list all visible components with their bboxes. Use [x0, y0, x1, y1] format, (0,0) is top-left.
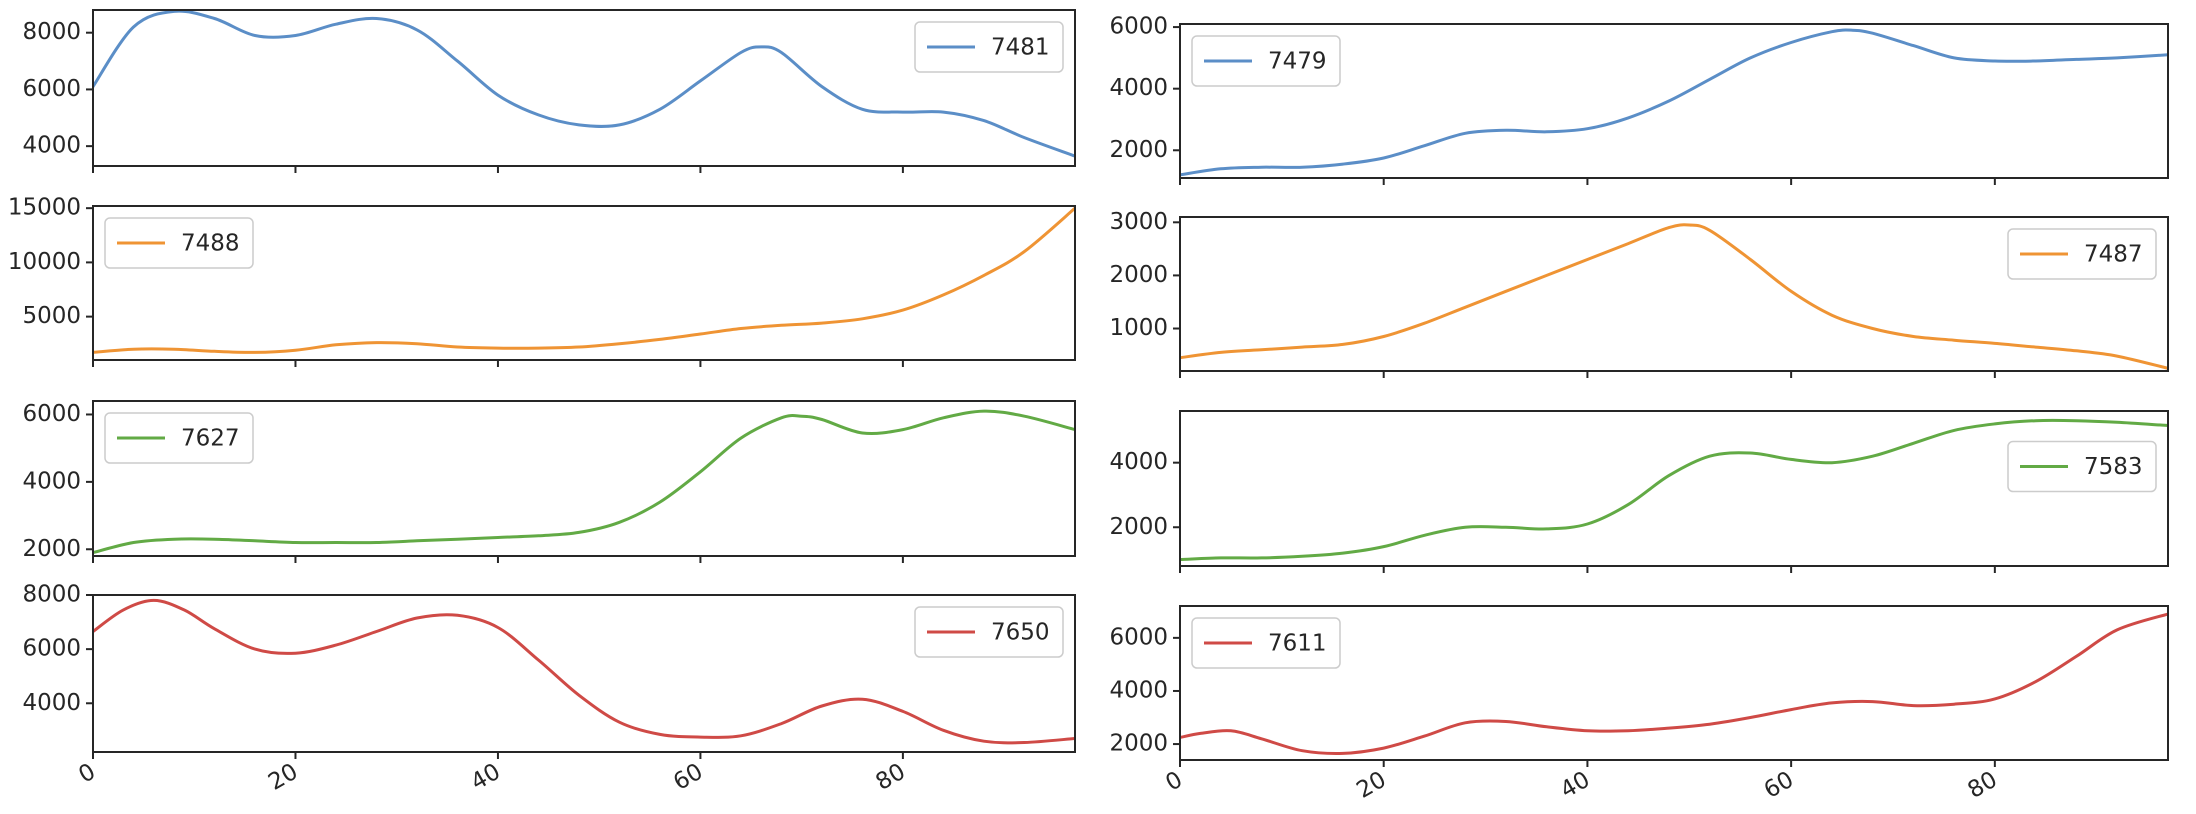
series-line-7488	[93, 206, 1075, 354]
series-line-7479	[1180, 28, 2168, 177]
x-tick-label: 40	[467, 759, 505, 796]
legend-box	[2007, 228, 2157, 280]
legend-box	[2007, 440, 2157, 493]
subplot-7583: 2000 4000 7583	[1109, 410, 2169, 573]
y-tick-label: 2000	[1109, 731, 1168, 757]
legend-label: 7488	[181, 231, 240, 257]
legend-box	[1191, 617, 1341, 669]
legend: 7627	[104, 412, 254, 464]
y-tick-label: 8000	[22, 19, 81, 45]
series-line-7583	[1180, 418, 2168, 561]
x-tick-label: 60	[669, 759, 707, 796]
subplot-7650: 4000 6000 8000 0 20 40 60 80 7650	[22, 582, 1076, 796]
subplot-7479: 2000 4000 6000 7479	[1109, 14, 2169, 185]
y-tick-label: 6000	[1109, 624, 1168, 650]
legend-label: 7583	[2084, 454, 2143, 480]
y-tick-label: 3000	[1109, 209, 1168, 235]
x-tick-label: 20	[1352, 767, 1390, 804]
y-tick-label: 2000	[1109, 137, 1168, 163]
legend-label: 7627	[181, 426, 240, 452]
legend-box	[914, 606, 1064, 658]
legend: 7481	[914, 21, 1064, 73]
y-tick-label: 8000	[22, 582, 81, 608]
axes-frame	[1179, 410, 2169, 567]
subplot-7611: 2000 4000 6000 0 20 40 60 80 7611	[1109, 605, 2169, 804]
x-tick-label: 0	[74, 759, 100, 789]
series-line-7627	[93, 409, 1075, 555]
axes-frame	[92, 594, 1076, 753]
series-line-7481	[93, 10, 1075, 158]
y-tick-label: 4000	[22, 690, 81, 716]
y-tick-label: 2000	[1109, 262, 1168, 288]
axes-frame	[1179, 23, 2169, 179]
y-tick-label: 4000	[1109, 677, 1168, 703]
axes-frame	[92, 400, 1076, 557]
y-tick-label: 4000	[22, 133, 81, 159]
axes-frame	[1179, 216, 2169, 372]
y-tick-label: 4000	[1109, 75, 1168, 101]
legend-label: 7611	[1268, 631, 1327, 657]
subplot-7488: 5000 10000 15000 7488	[8, 195, 1076, 367]
y-tick-label: 2000	[22, 536, 81, 562]
legend-box	[1191, 35, 1341, 87]
axes-frame	[92, 205, 1076, 361]
x-tick-label: 40	[1556, 767, 1594, 804]
y-tick-label: 4000	[1109, 449, 1168, 475]
legend: 7583	[2007, 440, 2157, 493]
x-tick-label: 20	[264, 759, 302, 796]
axes-frame	[92, 9, 1076, 167]
series-line-7650	[93, 598, 1075, 745]
series-line-7611	[1180, 612, 2168, 755]
legend: 7650	[914, 606, 1064, 658]
y-tick-label: 6000	[22, 76, 81, 102]
y-tick-label: 15000	[8, 195, 81, 221]
y-tick-label: 10000	[8, 249, 81, 275]
x-tick-label: 60	[1760, 767, 1798, 804]
subplot-7481: 4000 6000 8000 7481	[22, 9, 1076, 173]
y-tick-label: 1000	[1109, 315, 1168, 341]
legend-label: 7481	[991, 35, 1050, 61]
legend: 7487	[2007, 228, 2157, 280]
x-tick-label: 80	[1963, 767, 2001, 804]
legend-box	[914, 21, 1064, 73]
legend-label: 7650	[991, 620, 1050, 646]
y-tick-label: 6000	[1109, 14, 1168, 40]
axes-frame	[1179, 605, 2169, 761]
y-tick-label: 4000	[22, 468, 81, 494]
y-tick-label: 6000	[22, 401, 81, 427]
series-line-7487	[1180, 223, 2168, 370]
legend: 7611	[1191, 617, 1341, 669]
legend-label: 7479	[1268, 49, 1327, 75]
x-tick-label: 0	[1161, 767, 1187, 797]
legend-box	[104, 217, 254, 269]
x-tick-label: 80	[872, 759, 910, 796]
legend: 7479	[1191, 35, 1341, 87]
legend: 7488	[104, 217, 254, 269]
subplot-7487: 1000 2000 3000 7487	[1109, 209, 2169, 378]
legend-box	[104, 412, 254, 464]
y-tick-label: 5000	[22, 303, 81, 329]
y-tick-label: 6000	[22, 636, 81, 662]
y-tick-label: 2000	[1109, 514, 1168, 540]
subplot-7627: 2000 4000 6000 7627	[22, 400, 1076, 563]
legend-label: 7487	[2084, 242, 2143, 268]
